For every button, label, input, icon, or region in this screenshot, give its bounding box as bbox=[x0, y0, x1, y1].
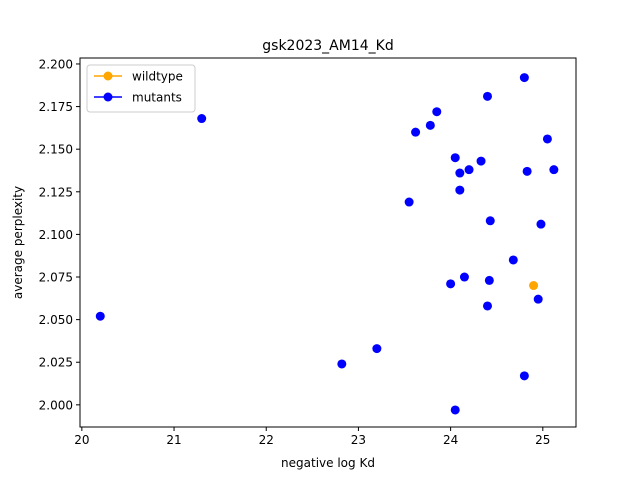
mutants-point bbox=[455, 185, 465, 195]
y-tick-label: 2.150 bbox=[39, 143, 73, 157]
y-tick-label: 2.175 bbox=[39, 100, 73, 114]
mutants-point bbox=[476, 156, 486, 166]
mutants-point bbox=[446, 279, 456, 289]
mutants-point bbox=[432, 107, 442, 117]
x-tick-label: 25 bbox=[535, 433, 550, 447]
x-tick-label: 24 bbox=[443, 433, 458, 447]
mutants-point bbox=[197, 114, 207, 124]
mutants-point bbox=[522, 166, 532, 176]
mutants-point bbox=[542, 134, 552, 144]
x-tick-label: 22 bbox=[259, 433, 274, 447]
x-tick-label: 20 bbox=[74, 433, 89, 447]
mutants-point bbox=[464, 165, 474, 175]
y-tick-label: 2.000 bbox=[39, 398, 73, 412]
legend-mutants-marker bbox=[103, 92, 113, 102]
mutants-point bbox=[404, 197, 414, 207]
x-tick-label: 23 bbox=[351, 433, 366, 447]
mutants-point bbox=[372, 344, 382, 354]
mutants-point bbox=[519, 73, 529, 83]
plot-area-frame bbox=[79, 57, 577, 428]
mutants-point bbox=[95, 311, 105, 321]
y-tick-label: 2.050 bbox=[39, 313, 73, 327]
y-tick-label: 2.025 bbox=[39, 356, 73, 370]
mutants-point bbox=[337, 359, 347, 369]
wildtype-point bbox=[529, 281, 539, 291]
legend-mutants-label: mutants bbox=[132, 91, 182, 105]
mutants-point bbox=[508, 255, 518, 265]
legend-wildtype-marker bbox=[103, 71, 113, 81]
y-tick-label: 2.100 bbox=[39, 228, 73, 242]
mutants-point bbox=[482, 91, 492, 101]
axis-ticks: 20 21 22 23 24 25 2.000 2.025 2.050 2.075 2.100 2.1… bbox=[39, 57, 551, 447]
y-tick-label: 2.125 bbox=[39, 185, 73, 199]
mutants-point bbox=[482, 301, 492, 311]
mutants-point bbox=[519, 371, 529, 381]
chart-title: gsk2023_AM14_Kd bbox=[262, 38, 393, 54]
legend: wildtype mutants bbox=[86, 64, 196, 113]
mutants-point bbox=[450, 405, 460, 415]
mutants-point bbox=[425, 120, 435, 130]
mutants-point bbox=[455, 168, 465, 178]
x-axis-label: negative log Kd bbox=[281, 456, 375, 470]
mutants-point bbox=[536, 219, 546, 229]
mutants-point bbox=[485, 216, 495, 226]
x-tick-label: 21 bbox=[166, 433, 181, 447]
y-tick-label: 2.200 bbox=[39, 57, 73, 71]
mutants-point bbox=[484, 275, 494, 285]
y-tick-label: 2.075 bbox=[39, 271, 73, 285]
mutants-point bbox=[450, 153, 460, 163]
legend-wildtype-label: wildtype bbox=[132, 70, 183, 84]
mutants-point bbox=[459, 272, 469, 282]
y-axis-label: average perplexity bbox=[11, 186, 25, 299]
mutants-point bbox=[533, 294, 543, 304]
data-points bbox=[95, 73, 559, 415]
mutants-point bbox=[549, 165, 559, 175]
mutants-point bbox=[411, 127, 421, 137]
